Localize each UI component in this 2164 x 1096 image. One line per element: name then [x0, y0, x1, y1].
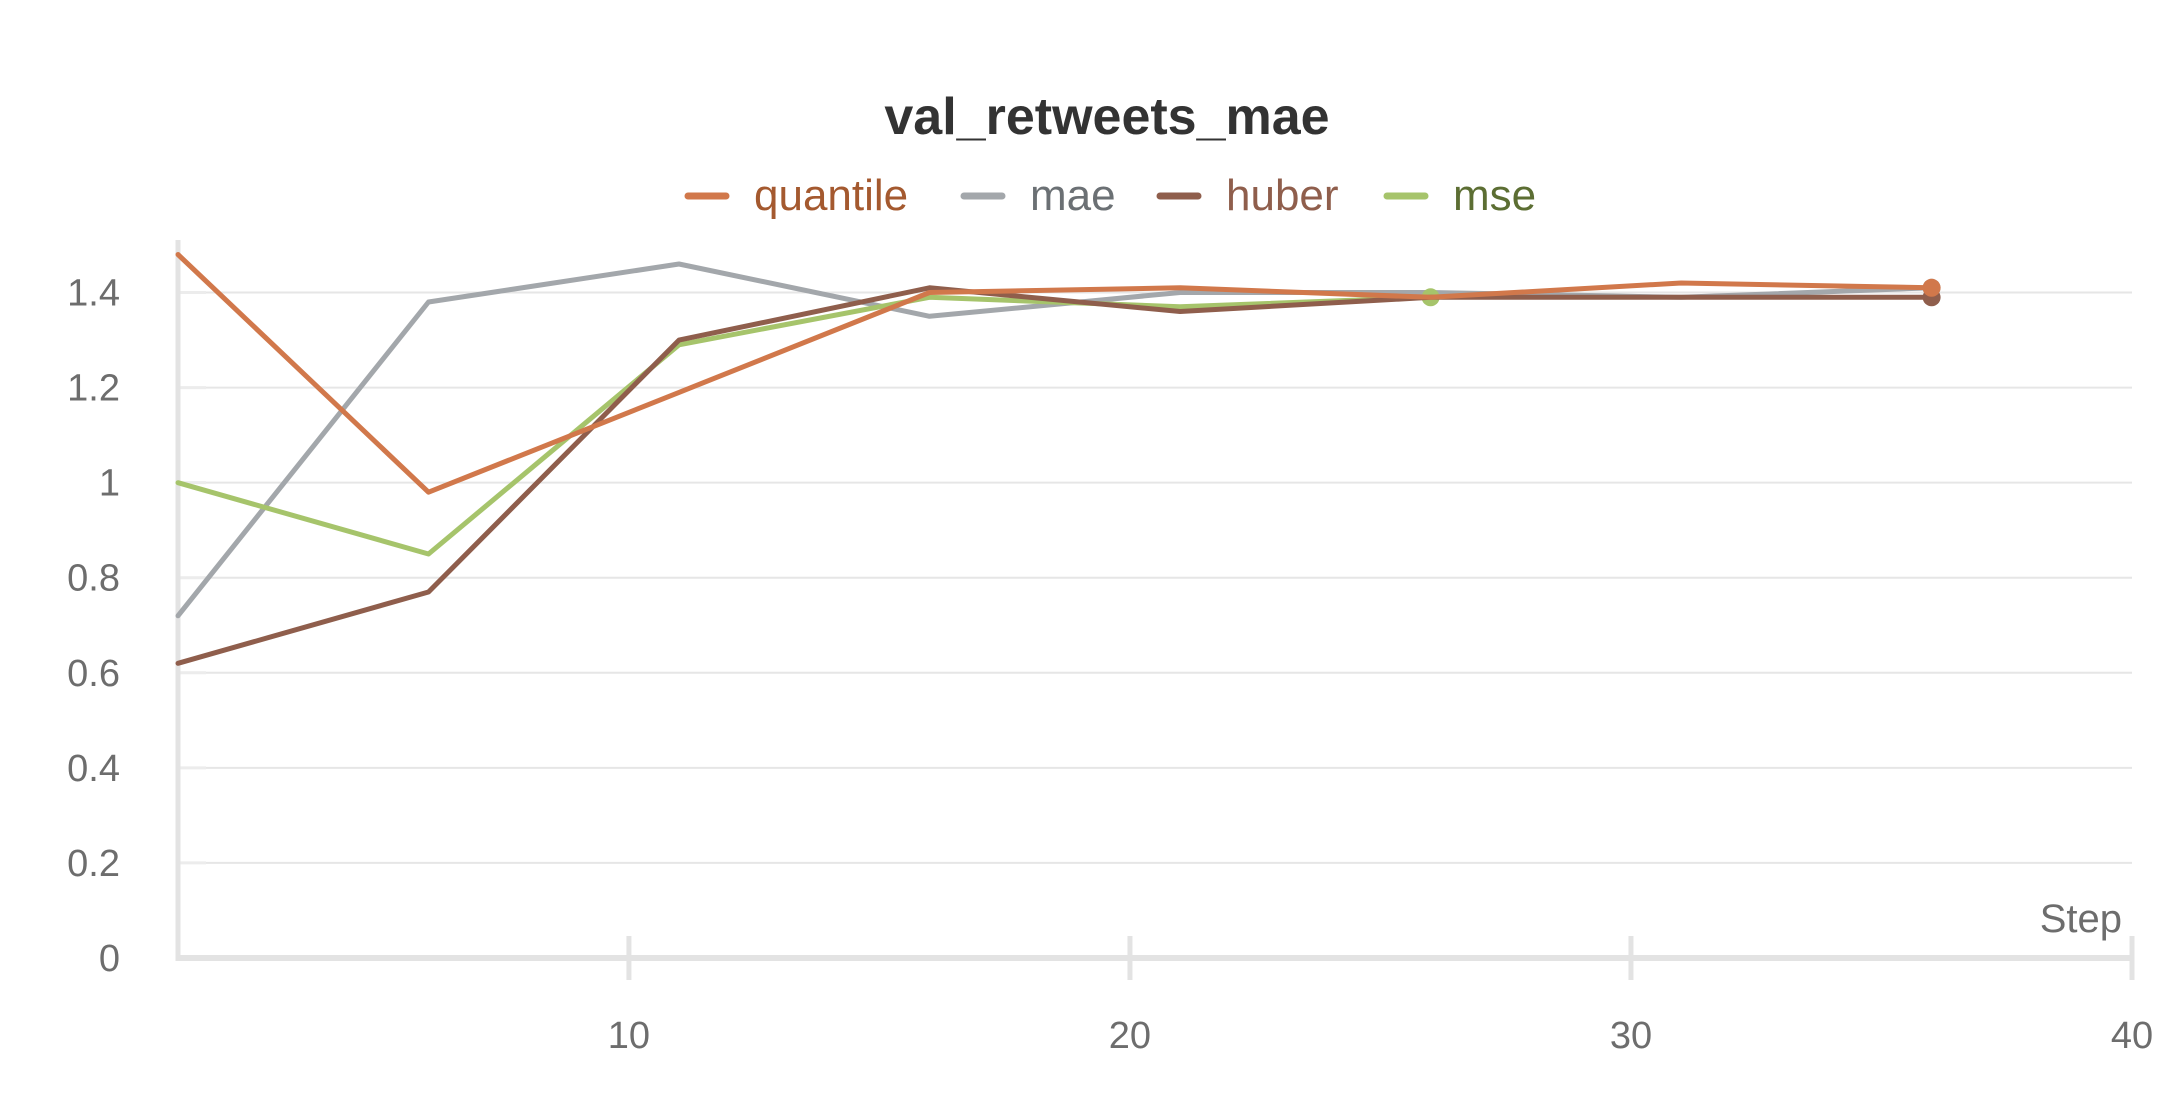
x-tick-label: 40	[2111, 1015, 2153, 1057]
legend: quantile mae huber mse	[684, 171, 1536, 220]
legend-label-quantile: quantile	[754, 171, 908, 220]
text-layer: 0 0.2 0.4 0.6 0.8 1 1.2 1.4 10 20 30 40 Step val_retw…	[67, 88, 2153, 1057]
y-tick-label: 1	[99, 463, 120, 505]
legend-label-huber: huber	[1226, 171, 1339, 220]
legend-label-mse: mse	[1453, 171, 1536, 220]
series-line-mae	[175, 261, 1935, 619]
y-tick-label: 1.4	[67, 273, 120, 315]
series-end-marker-quantile	[1922, 278, 1941, 297]
y-tick-label: 0.2	[67, 843, 120, 885]
series-line-quantile	[175, 252, 1935, 495]
series-line-huber	[175, 285, 1935, 666]
y-tick-label: 0	[99, 938, 120, 980]
x-tick-label: 30	[1610, 1015, 1652, 1057]
x-tick-label: 20	[1109, 1015, 1151, 1057]
y-tick-label: 0.4	[67, 748, 120, 790]
y-tick-label: 1.2	[67, 368, 120, 410]
gridlines	[178, 291, 2132, 864]
x-axis-label: Step	[2040, 897, 2122, 941]
x-tick-label: 10	[608, 1015, 650, 1057]
axes	[175, 240, 2135, 980]
y-tick-label: 0.6	[67, 653, 120, 695]
series-line-mse	[175, 294, 1434, 557]
chart-title: val_retweets_mae	[884, 88, 1329, 146]
legend-label-mae: mae	[1030, 171, 1116, 220]
series-lines	[175, 252, 1941, 666]
y-tick-label: 0.8	[67, 558, 120, 600]
